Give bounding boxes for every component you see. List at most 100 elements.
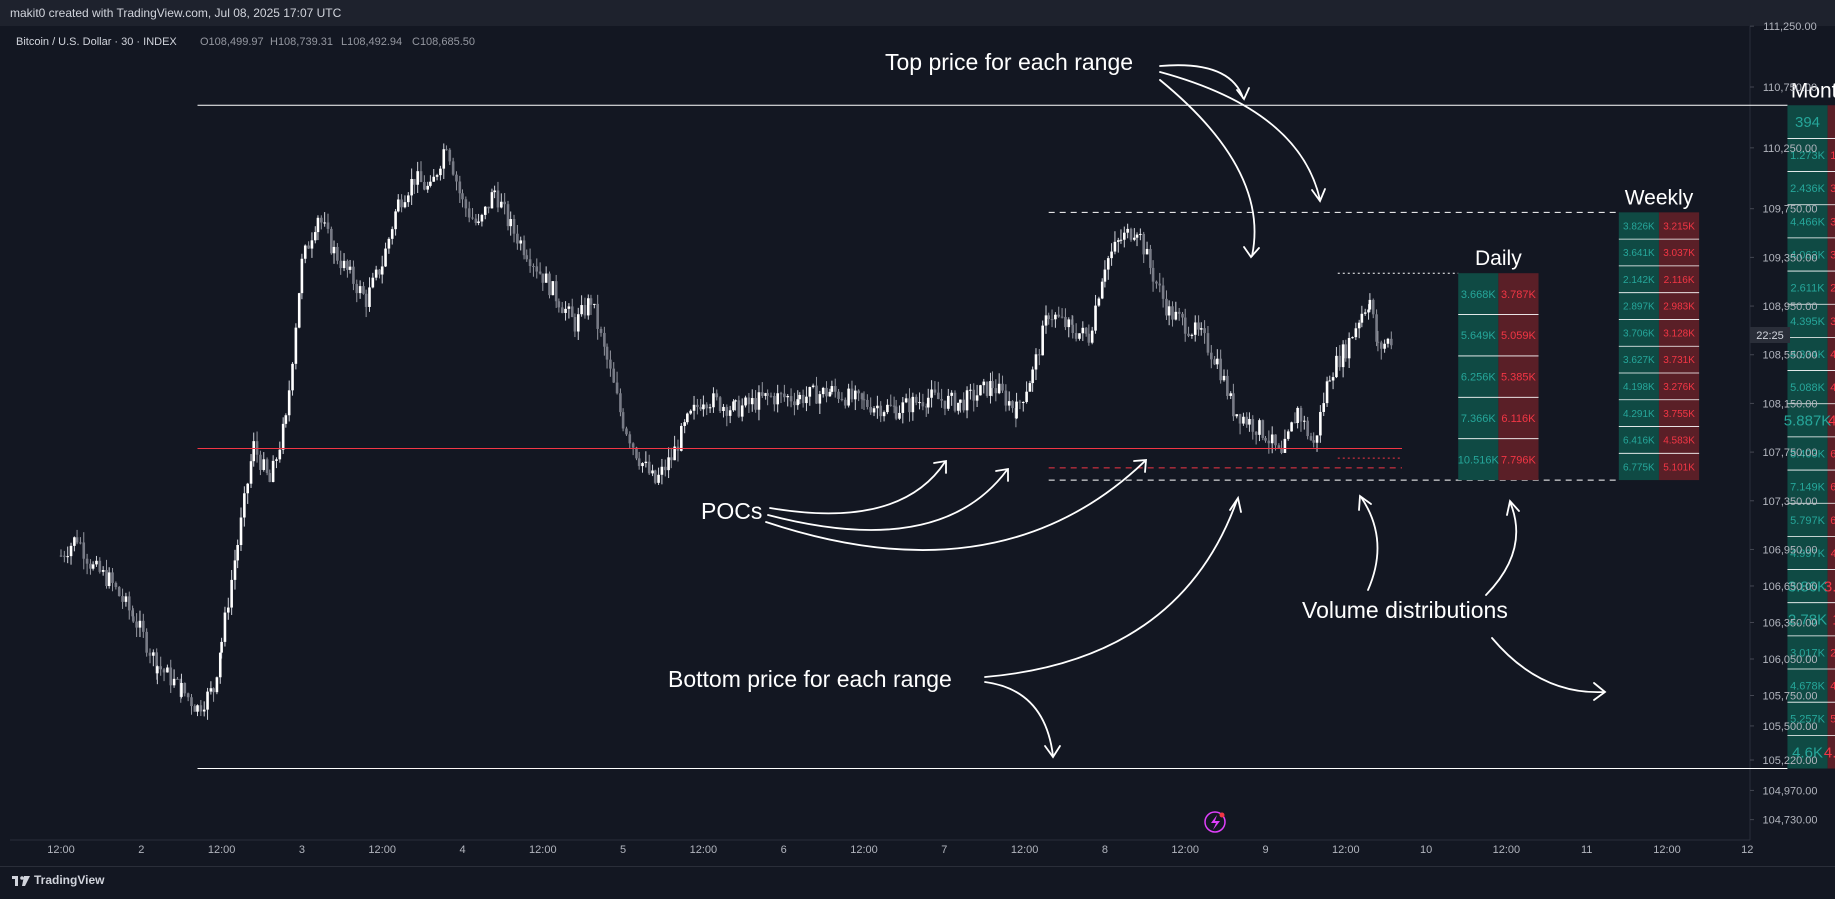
candle-body [1290, 422, 1293, 432]
candle-body [567, 306, 571, 309]
candle-body [127, 596, 131, 611]
buy-cell [1787, 436, 1828, 471]
candle-body [924, 406, 928, 408]
buy-volume-label: 1.273K [1790, 150, 1826, 162]
candle-body [1100, 281, 1104, 299]
candle-body [779, 393, 783, 395]
buy-cell [1787, 735, 1828, 769]
legend-low: L108,492.94 [341, 36, 402, 48]
candle-body [362, 286, 365, 294]
candle-body [346, 260, 349, 270]
candle-body [124, 596, 128, 602]
candle-body [1219, 358, 1222, 381]
lightning-icon[interactable] [1204, 811, 1226, 833]
candle-body [818, 394, 822, 404]
sell-volume-label: 3.215K [1663, 221, 1695, 232]
sell-cell [1658, 372, 1700, 400]
candle-body [1021, 401, 1025, 403]
candle-body [255, 441, 259, 455]
price-tick-label: 111,250.00 [1763, 21, 1816, 33]
candle-body [689, 410, 692, 414]
candle-body [914, 396, 918, 403]
sell-cell [1658, 399, 1700, 427]
candle-body [715, 393, 719, 398]
candle-body [142, 620, 145, 632]
top-credit-bar: makit0 created with TradingView.com, Jul… [0, 0, 1835, 26]
price-tick-label: 105,500.00 [1762, 721, 1817, 733]
sell-volume-label: 2.761K [1830, 283, 1835, 295]
candle-body [786, 396, 790, 398]
price-tick-label: 107,750.00 [1762, 447, 1817, 459]
candle-body [496, 190, 500, 208]
buy-volume-label: 5.797K [1790, 515, 1826, 527]
sell-cell [1658, 239, 1700, 266]
candle-body [1004, 390, 1008, 406]
candle-body [1197, 322, 1200, 330]
candle-body [73, 537, 76, 546]
buy-volume-label: 7.366K [1461, 413, 1497, 425]
candle-body [1110, 251, 1113, 259]
buy-cell [1458, 397, 1499, 439]
time-tick-label: 11 [1581, 844, 1592, 856]
candle-body [1264, 437, 1267, 441]
arrow-vol-1-head [1358, 494, 1372, 511]
volume-tables: Daily 3.668K 3.787K 5.649K 5.059K 6.256K 5.385… [1458, 79, 1835, 769]
sell-cell [1827, 735, 1835, 769]
candle-body [259, 454, 262, 470]
tradingview-logo[interactable]: TradingView [12, 873, 104, 887]
candle-body [1368, 299, 1372, 310]
buy-volume-label: 4.198K [1623, 382, 1655, 393]
candle-body [641, 463, 644, 467]
sell-cell [1658, 319, 1700, 347]
candle-body [898, 412, 901, 419]
candle-body [953, 392, 957, 411]
candle-body [1376, 341, 1380, 343]
buy-volume-label: 3.627K [1623, 355, 1655, 366]
candle-body [734, 400, 737, 402]
price-axis[interactable]: 111,250.00 110,750.00 110,250.00 109,750.00… [1750, 21, 1818, 827]
sell-volume-label: 6.245K [1830, 448, 1835, 460]
candle-body [159, 666, 163, 670]
candle-body [1309, 436, 1313, 441]
legend-open: O108,499.97 [200, 36, 264, 48]
candle-body [1078, 333, 1081, 339]
candle-body [605, 346, 609, 360]
candle-body [1119, 239, 1123, 241]
candle-body [1226, 375, 1229, 396]
candle-body [180, 682, 183, 697]
candle-body [882, 412, 886, 417]
buy-cell [1458, 355, 1499, 398]
price-tick-label: 105,750.00 [1762, 690, 1817, 702]
candle-body [653, 470, 657, 483]
candle-body [1145, 248, 1149, 255]
sell-cell [1827, 669, 1835, 703]
candle-body [773, 395, 776, 405]
candle-body [410, 179, 413, 196]
candle-body [686, 413, 689, 423]
candle-body [326, 222, 330, 229]
candle-body [1054, 314, 1057, 320]
candle-body [66, 556, 69, 558]
candle-body [358, 286, 362, 294]
candle-body [747, 397, 751, 405]
time-tick-label: 7 [941, 844, 947, 856]
candle-body [828, 391, 832, 397]
chart-area[interactable]: Bitcoin / U.S. Dollar · 30 · INDEX O108,… [0, 0, 1835, 866]
sell-cell [1827, 237, 1835, 272]
candle-body [548, 273, 551, 296]
buy-cell [1787, 702, 1828, 736]
candle-body [789, 396, 793, 402]
candle-body [519, 240, 523, 244]
candle-body [1158, 283, 1162, 286]
candle-body [196, 705, 199, 712]
candle-body [1126, 228, 1129, 233]
sell-volume-label: 2.116K [1664, 275, 1695, 286]
candle-body [503, 201, 506, 205]
sell-cell [1658, 426, 1700, 454]
candle-body [625, 428, 628, 435]
buy-volume-label: 4.678K [1790, 681, 1826, 693]
candle-body [1390, 338, 1393, 346]
price-tick-label: 110,250.00 [1763, 143, 1817, 155]
time-axis[interactable]: 12:00 2 12:00 3 12:00 4 12:00 5 12:00 6 12:00 7 12:0… [47, 844, 1753, 856]
candle-body [1044, 315, 1048, 326]
